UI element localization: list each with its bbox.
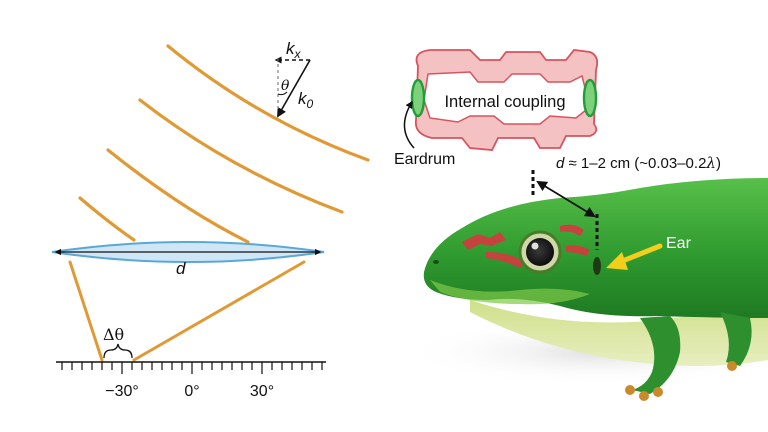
gecko-red-markings (462, 224, 590, 268)
ear-arrow-head (606, 252, 628, 270)
distance-annotation: d ≈ 1–2 cm (~0.03–0.2λ) (531, 154, 721, 250)
k0-arrow (277, 59, 311, 118)
lens: d (51, 241, 325, 278)
angle-axis: −30° 0° 30° (56, 361, 326, 400)
eardrum-pointer (403, 100, 415, 149)
theta-arc (277, 91, 288, 96)
ear-label: Ear (666, 235, 692, 252)
gecko-back-toe (727, 361, 737, 371)
gecko-eye (526, 238, 554, 266)
wavefront-1 (166, 44, 370, 162)
ear-distance-label: d ≈ 1–2 cm (~0.03–0.2λ) (556, 154, 721, 172)
tick-label-30: 30° (250, 383, 274, 400)
eardrum-right (582, 78, 598, 118)
delta-theta-label: Δθ (103, 325, 124, 344)
eardrum-left (410, 78, 426, 118)
k0-label: k0 (298, 89, 314, 111)
internal-coupling-label: Internal coupling (444, 93, 565, 111)
eardrum-label: Eardrum (394, 151, 455, 168)
ear-spacing-arrow (536, 180, 596, 218)
wavefront-4 (78, 196, 136, 242)
ray-right (132, 260, 306, 362)
tick-label-minus30: −30° (105, 383, 139, 400)
theta-label: θ (281, 78, 290, 94)
gecko-body (423, 178, 768, 318)
axis-ticks (61, 362, 323, 374)
gecko-photo (400, 178, 768, 401)
tick-label-0: 0° (184, 383, 199, 400)
gecko-jaw (430, 280, 590, 305)
gecko-eye-highlight (531, 242, 539, 250)
gecko-ear-opening (593, 257, 601, 275)
ear-callout: Ear (606, 235, 692, 270)
gecko-back-leg (720, 312, 752, 366)
wave-vector-diagram: kx θ k0 (274, 39, 314, 118)
ear-schematic: Internal coupling Eardrum (394, 49, 599, 168)
kx-label: kx (286, 39, 302, 61)
wavefront-3 (106, 148, 250, 244)
gecko-front-leg (632, 316, 681, 394)
lens-aperture-label: d (176, 259, 186, 278)
ray-left (68, 260, 104, 362)
spread-brace (103, 343, 133, 359)
angle-spread: Δθ (103, 325, 133, 359)
ear-arrow (617, 243, 663, 265)
gecko-toes (625, 385, 663, 401)
wavefront-2 (138, 98, 344, 214)
gecko-nostril (433, 260, 439, 264)
focused-rays (68, 260, 306, 362)
wavefronts (78, 44, 370, 244)
